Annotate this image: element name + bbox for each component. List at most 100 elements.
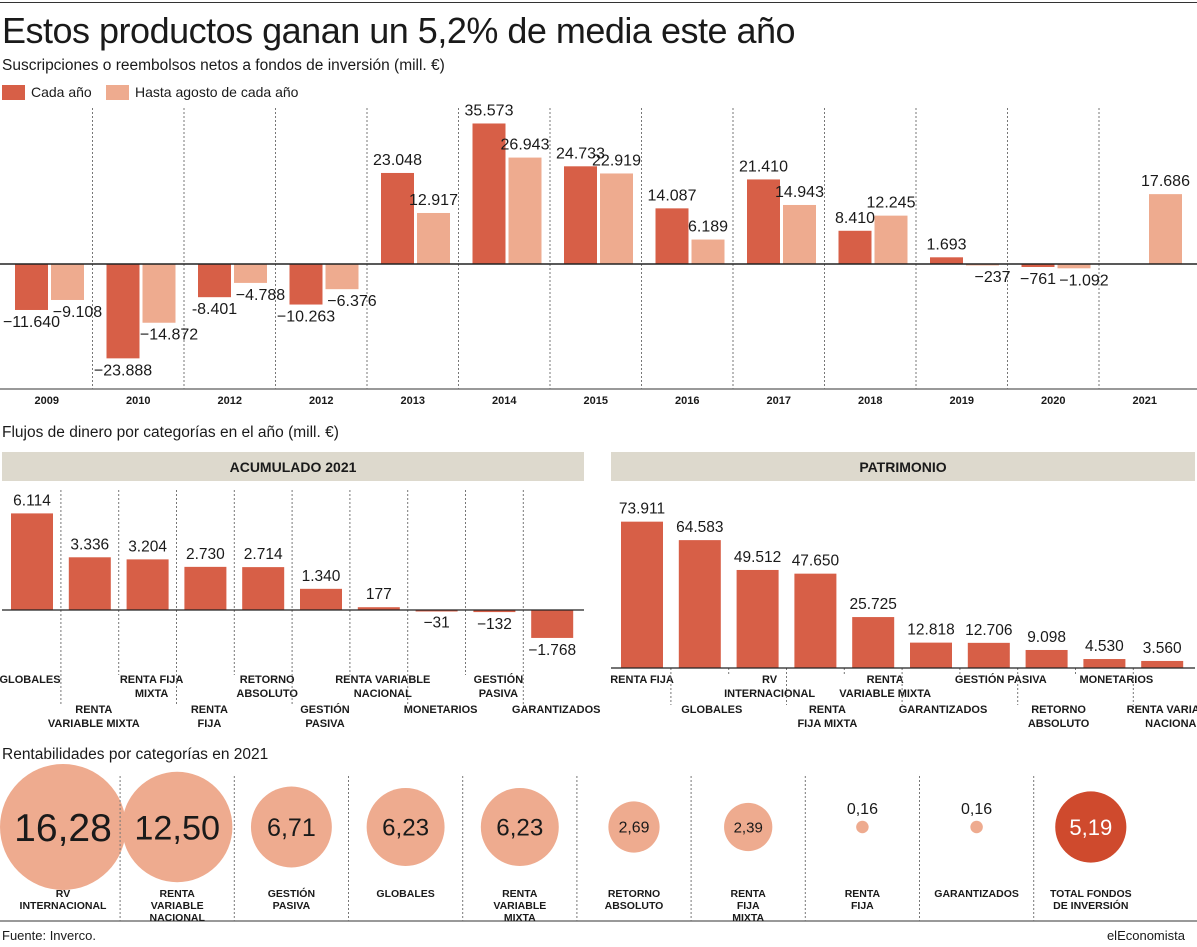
yearly-tick-label: 2014	[492, 395, 517, 407]
yearly-data-label: 12.917	[409, 192, 458, 209]
yearly-bar-annual	[381, 172, 414, 264]
yearly-bar-annual	[198, 264, 231, 298]
acumulado-category-label: NACIONAL	[354, 688, 412, 700]
yearly-data-label: 21.410	[739, 158, 788, 175]
return-bubble	[480, 788, 559, 866]
yearly-tick-label: 2012	[309, 395, 333, 407]
yearly-data-label: −10.263	[277, 309, 335, 326]
yearly-data-label: 23.048	[373, 152, 422, 169]
returns-category-label: RV	[56, 888, 70, 900]
acumulado-category-label: GESTIÓN	[300, 703, 350, 716]
yearly-tick-label: 2013	[401, 395, 425, 407]
yearly-bar-august	[691, 239, 725, 264]
acumulado-category-label: PASIVA	[305, 718, 344, 730]
acumulado-bar	[473, 610, 516, 613]
acumulado-data-label: 6.114	[13, 492, 51, 509]
acumulado-category-label: GLOBALES	[0, 674, 61, 686]
return-bubble	[856, 820, 869, 834]
yearly-data-label: 8.410	[835, 210, 875, 227]
return-data-label: 5,19	[1069, 815, 1112, 840]
yearly-bar-august	[234, 264, 267, 283]
acumulado-bar	[126, 559, 169, 610]
acumulado-bar	[68, 557, 111, 610]
patrimonio-data-label: 9.098	[1027, 629, 1066, 646]
patrimonio-category-label: ABSOLUTO	[1028, 718, 1090, 730]
yearly-tick-label: 2009	[35, 395, 59, 407]
patrimonio-data-label: 64.583	[676, 519, 723, 536]
return-bubble	[970, 820, 983, 834]
yearly-data-label: -8.401	[192, 301, 237, 318]
yearly-data-label: 14.087	[648, 187, 697, 204]
acumulado-bar	[531, 610, 574, 638]
acumulado-category-label: VARIABLE MIXTA	[48, 718, 140, 730]
yearly-bar-august	[417, 212, 450, 264]
yearly-data-label: −9.108	[53, 304, 102, 321]
return-data-label: 2,69	[619, 820, 650, 837]
acumulado-category-label: RENTA	[75, 704, 112, 716]
returns-category-label: GARANTIZADOS	[934, 888, 1019, 900]
patrimonio-category-label: RENTA	[809, 704, 846, 716]
acumulado-bar	[300, 588, 342, 610]
top-rule	[0, 2, 1197, 3]
acumulado-data-label: 3.204	[128, 538, 167, 555]
return-data-label: 2,39	[734, 819, 763, 836]
yearly-tick-label: 2010	[126, 395, 150, 407]
yearly-bar-annual	[747, 179, 780, 264]
return-bubble	[366, 788, 445, 866]
legend-label-hasta-agosto: Hasta agosto de cada año	[135, 84, 299, 100]
yearly-data-label: −1.092	[1059, 272, 1108, 289]
patrimonio-data-label: 4.530	[1085, 638, 1124, 655]
returns-category-label: ABSOLUTO	[605, 900, 664, 912]
patrimonio-data-label: 12.706	[965, 622, 1012, 639]
patrimonio-category-label: RENTA	[867, 674, 904, 686]
acumulado-bar	[415, 610, 458, 612]
patrimonio-data-label: 12.818	[907, 622, 954, 639]
returns-category-label: TOTAL FONDOS	[1050, 888, 1132, 900]
return-bubble	[121, 771, 233, 883]
returns-category-label: RENTA	[845, 888, 881, 900]
yearly-tick-label: 2018	[858, 395, 882, 407]
patrimonio-bar	[1083, 659, 1126, 668]
yearly-bar-august	[1057, 264, 1091, 269]
acumulado-category-label: GARANTIZADOS	[512, 704, 601, 716]
return-data-label: 6,23	[496, 815, 543, 842]
acumulado-bar	[242, 567, 285, 610]
yearly-bar-annual	[655, 208, 689, 264]
yearly-data-label: −761	[1020, 271, 1056, 288]
yearly-data-label: 1.693	[926, 236, 966, 253]
patrimonio-category-label: MONETARIOS	[1080, 674, 1154, 686]
returns-category-label: FIJA	[737, 900, 760, 912]
patrimonio-category-label: INTERNACIONAL	[724, 688, 815, 700]
patrimonio-category-label: GESTIÓN PASIVA	[955, 673, 1047, 686]
legend-item-hasta-agosto: Hasta agosto de cada año	[106, 84, 298, 100]
yearly-data-label: 12.245	[867, 195, 916, 212]
total-return-bubble	[1055, 791, 1127, 863]
patrimonio-bar	[1141, 660, 1184, 668]
patrimonio-bar	[794, 573, 837, 668]
acumulado-data-label: 2.730	[186, 546, 225, 563]
acumulado-category-label: MIXTA	[135, 688, 168, 700]
patrimonio-data-label: 3.560	[1143, 640, 1182, 657]
return-data-label: 12,50	[134, 809, 220, 847]
returns-category-label: MIXTA	[732, 912, 764, 924]
returns-category-label: VARIABLE	[151, 900, 204, 912]
yearly-bar-annual	[1021, 264, 1055, 268]
yearly-data-label: −11.640	[3, 314, 60, 331]
acumulado-data-label: 2.714	[244, 546, 283, 563]
acumulado-data-label: 177	[366, 586, 392, 603]
patrimonio-category-label: RENTA FIJA	[610, 674, 674, 686]
returns-category-label: VARIABLE	[493, 900, 546, 912]
return-data-label: 0,16	[961, 801, 992, 818]
footer-source: Fuente: Inverco.	[2, 928, 96, 943]
yearly-bar-annual	[838, 230, 872, 264]
yearly-tick-label: 2015	[584, 395, 608, 407]
acumulado-category-label: RETORNO	[240, 674, 295, 686]
return-data-label: 16,28	[14, 807, 112, 850]
acumulado-data-label: −132	[477, 616, 512, 633]
acumulado-data-label: 3.336	[70, 536, 109, 553]
acumulado-bar	[184, 566, 227, 610]
acumulado-category-label: GESTIÓN	[474, 673, 524, 686]
return-data-label: 6,23	[382, 815, 429, 842]
legend-swatch-dark	[2, 84, 25, 100]
yearly-data-label: 14.943	[775, 184, 824, 201]
